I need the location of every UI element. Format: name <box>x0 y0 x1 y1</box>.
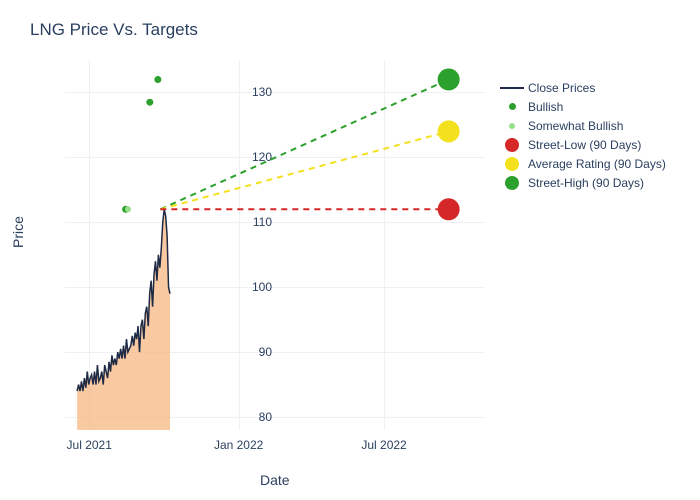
legend-label: Bullish <box>528 100 563 114</box>
average_rating-projection <box>160 131 448 209</box>
y-axis-label: Price <box>10 216 26 248</box>
legend-label: Street-Low (90 Days) <box>528 138 641 152</box>
legend-swatch <box>500 119 524 133</box>
average_rating-marker <box>438 120 460 142</box>
bullish-point <box>146 99 153 106</box>
street_low-marker <box>438 198 460 220</box>
legend-item-somewhat_bullish: Somewhat Bullish <box>500 116 666 135</box>
legend-item-bullish: Bullish <box>500 97 666 116</box>
chart-title: LNG Price Vs. Targets <box>30 20 198 40</box>
legend-item-average_rating: Average Rating (90 Days) <box>500 154 666 173</box>
x-tick-label: Jul 2021 <box>67 438 112 452</box>
legend-swatch <box>500 81 524 95</box>
x-tick-label: Jan 2022 <box>214 438 263 452</box>
x-tick-label: Jul 2022 <box>361 438 406 452</box>
somewhat-bullish-point <box>125 206 131 212</box>
close-prices-area <box>77 209 170 430</box>
x-axis-label: Date <box>260 472 290 488</box>
street_high-marker <box>438 68 460 90</box>
plot-svg <box>65 60 485 430</box>
legend-label: Somewhat Bullish <box>528 119 623 133</box>
legend: Close Prices Bullish Somewhat Bullish Stree… <box>500 78 666 192</box>
legend-swatch <box>500 176 524 190</box>
legend-swatch <box>500 157 524 171</box>
plot-area <box>65 60 485 430</box>
legend-swatch <box>500 100 524 114</box>
lng-price-chart: LNG Price Vs. Targets Price Date 8090100… <box>0 0 700 500</box>
legend-label: Street-High (90 Days) <box>528 176 644 190</box>
legend-swatch <box>500 138 524 152</box>
legend-item-street_high: Street-High (90 Days) <box>500 173 666 192</box>
bullish-point <box>154 76 161 83</box>
legend-item-close_prices: Close Prices <box>500 78 666 97</box>
legend-label: Average Rating (90 Days) <box>528 157 666 171</box>
legend-label: Close Prices <box>528 81 595 95</box>
street_high-projection <box>160 79 448 209</box>
legend-item-street_low: Street-Low (90 Days) <box>500 135 666 154</box>
